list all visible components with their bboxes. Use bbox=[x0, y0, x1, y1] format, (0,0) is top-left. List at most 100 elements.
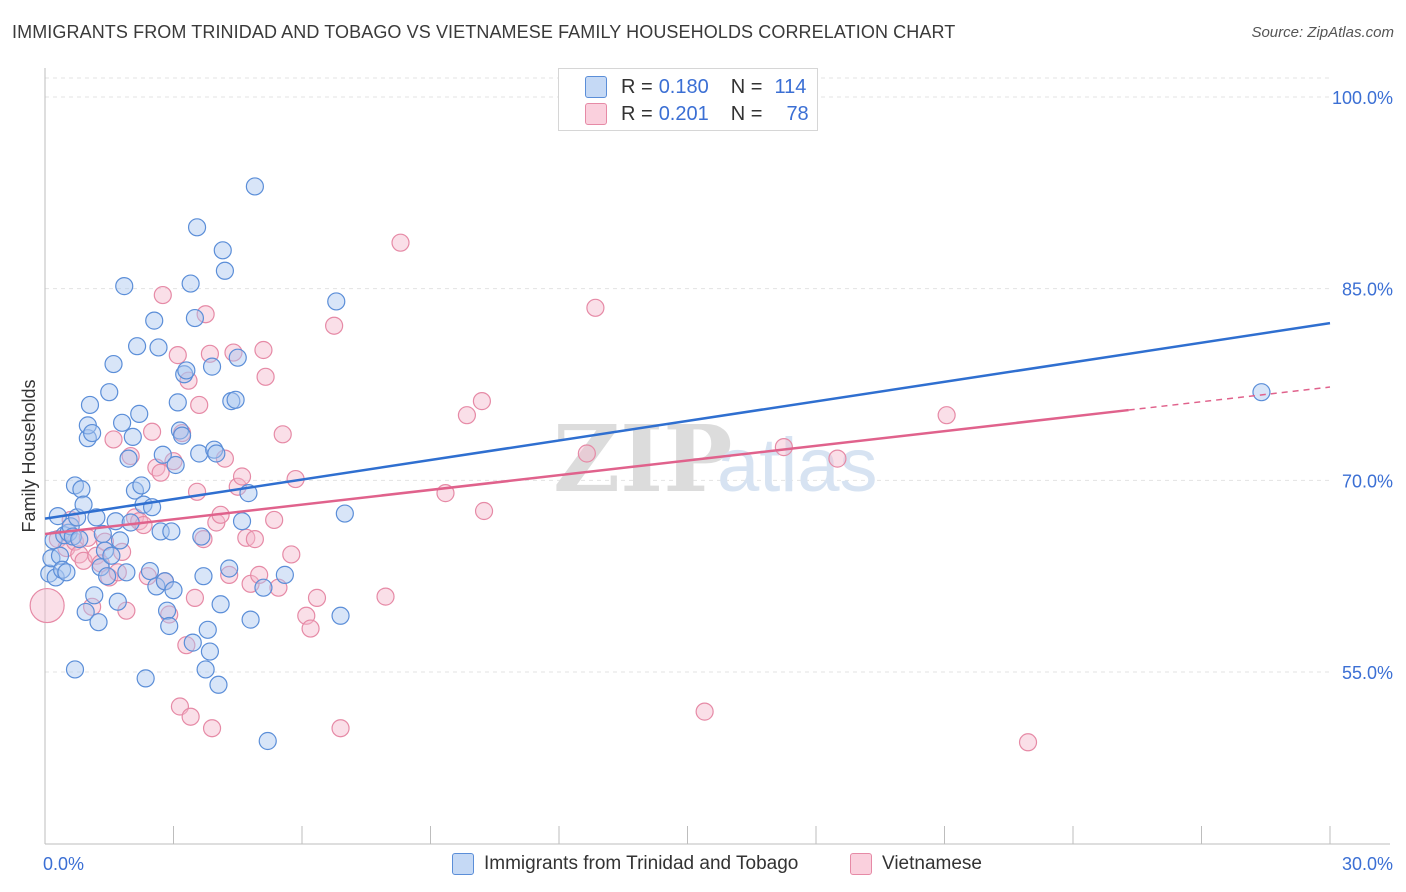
vietnamese-point bbox=[168, 346, 187, 365]
trinidad-point bbox=[50, 546, 70, 565]
trinidad-point bbox=[1252, 383, 1271, 402]
trinidad-point bbox=[226, 390, 245, 409]
vietnamese-point bbox=[937, 406, 956, 425]
vietnamese-point bbox=[187, 482, 207, 501]
trinidad-point bbox=[160, 616, 179, 636]
trinidad-point bbox=[172, 426, 192, 445]
vietnamese-point bbox=[472, 392, 491, 411]
trinidad-point bbox=[211, 595, 230, 614]
legend-r-label: R = bbox=[621, 75, 653, 98]
trinidad-point bbox=[275, 565, 294, 584]
vietnamese-point bbox=[695, 702, 714, 721]
trinidad-point bbox=[196, 660, 215, 679]
vietnamese-point bbox=[331, 719, 350, 738]
vietnamese-point bbox=[301, 619, 320, 638]
trinidad-point bbox=[89, 613, 108, 632]
trinidad-point bbox=[183, 633, 202, 652]
trinidad-point bbox=[200, 642, 220, 661]
trinidad-point bbox=[157, 601, 177, 620]
vietnamese-point bbox=[391, 233, 410, 252]
trinidad-point bbox=[166, 455, 185, 475]
trinidad-point bbox=[130, 404, 149, 423]
trinidad-point bbox=[104, 354, 123, 374]
trinidad-point bbox=[147, 577, 166, 596]
trinidad-point bbox=[119, 449, 138, 468]
trinidad-point bbox=[91, 558, 110, 577]
y-axis-label: Family Households bbox=[19, 379, 39, 532]
trinidad-point bbox=[241, 610, 260, 629]
vietnamese-point bbox=[220, 565, 239, 584]
vietnamese-point bbox=[376, 587, 395, 606]
vietnamese-point bbox=[232, 467, 252, 486]
legend-row-trinidad: R = 0.180 N = 114 bbox=[585, 75, 806, 99]
trinidad-point bbox=[110, 531, 130, 550]
trinidad-point bbox=[177, 361, 196, 380]
trinidad-point bbox=[117, 563, 136, 582]
source-label: Source: ZipAtlas.com bbox=[1251, 24, 1394, 41]
vietnamese-point bbox=[325, 316, 344, 335]
trinidad-point bbox=[153, 445, 172, 464]
vietnamese-point bbox=[196, 305, 215, 324]
trinidad-point bbox=[198, 620, 217, 639]
trinidad-point bbox=[151, 522, 170, 541]
bottom-legend-swatch-pink bbox=[850, 853, 872, 875]
vietnamese-point bbox=[265, 510, 284, 530]
trinidad-point bbox=[207, 444, 226, 463]
trinidad-point bbox=[70, 530, 89, 549]
trinidad-point bbox=[123, 427, 142, 446]
vietnamese-point bbox=[256, 367, 275, 386]
x-tick-label: 30.0% bbox=[1342, 854, 1393, 874]
gridlines bbox=[45, 77, 1330, 673]
legend-swatch-blue bbox=[585, 76, 607, 98]
trinidad-point bbox=[331, 606, 350, 625]
vietnamese-point bbox=[153, 285, 172, 305]
trinidad-point bbox=[162, 522, 181, 541]
trinidad-points bbox=[40, 177, 1271, 751]
legend-n-label: N = bbox=[730, 75, 763, 98]
trinidad-point bbox=[83, 423, 102, 443]
correlation-legend: R = 0.180 N = 114 R = 0.201 N = 78 bbox=[558, 68, 818, 131]
trinidad-point bbox=[72, 480, 91, 499]
trinidad-point bbox=[254, 578, 273, 597]
legend-r-value: 0.180 bbox=[658, 75, 709, 98]
trinidad-point bbox=[228, 348, 247, 367]
trinidad-point bbox=[112, 413, 132, 432]
vietnamese-point bbox=[307, 588, 327, 607]
trinidad-point bbox=[80, 395, 100, 415]
vietnamese-point bbox=[202, 719, 222, 738]
legend-n-value: 114 bbox=[774, 75, 807, 98]
chart-title: IMMIGRANTS FROM TRINIDAD AND TOBAGO VS V… bbox=[12, 22, 956, 42]
vietnamese-point bbox=[104, 430, 123, 449]
trinidad-point bbox=[245, 177, 264, 196]
vietnamese-point bbox=[181, 707, 200, 726]
vietnamese-trend-extension bbox=[1128, 386, 1331, 411]
vietnamese-trend-line bbox=[44, 408, 1129, 536]
trinidad-point bbox=[190, 444, 209, 463]
trinidad-point bbox=[76, 602, 95, 622]
trinidad-point bbox=[145, 311, 164, 330]
trinidad-point bbox=[168, 393, 187, 412]
trinidad-point bbox=[258, 731, 277, 751]
watermark-atlas: atlas bbox=[717, 423, 878, 508]
trinidad-point bbox=[192, 527, 211, 546]
trinidad-point bbox=[187, 218, 207, 237]
vietnamese-point bbox=[245, 530, 264, 549]
vietnamese-point bbox=[185, 588, 205, 607]
tick-labels: 55.0% 70.0% 85.0% 100.0% 0.0% 30.0% bbox=[43, 88, 1393, 874]
trinidad-point bbox=[127, 337, 147, 356]
vietnamese-point bbox=[151, 463, 170, 482]
trinidad-point bbox=[87, 508, 106, 527]
bottom-legend-label: Vietnamese bbox=[882, 853, 982, 874]
vietnamese-point bbox=[194, 530, 213, 549]
axes bbox=[44, 68, 1390, 845]
trinidad-point bbox=[194, 567, 213, 586]
legend-n-value: 78 bbox=[786, 102, 809, 125]
y-tick-label: 100.0% bbox=[1332, 88, 1393, 108]
trinidad-point bbox=[65, 660, 85, 679]
vietnamese-point bbox=[586, 298, 605, 317]
vietnamese-point bbox=[577, 444, 596, 463]
vietnamese-point bbox=[282, 545, 301, 564]
vietnamese-point bbox=[828, 449, 847, 468]
trinidad-point bbox=[57, 563, 76, 582]
